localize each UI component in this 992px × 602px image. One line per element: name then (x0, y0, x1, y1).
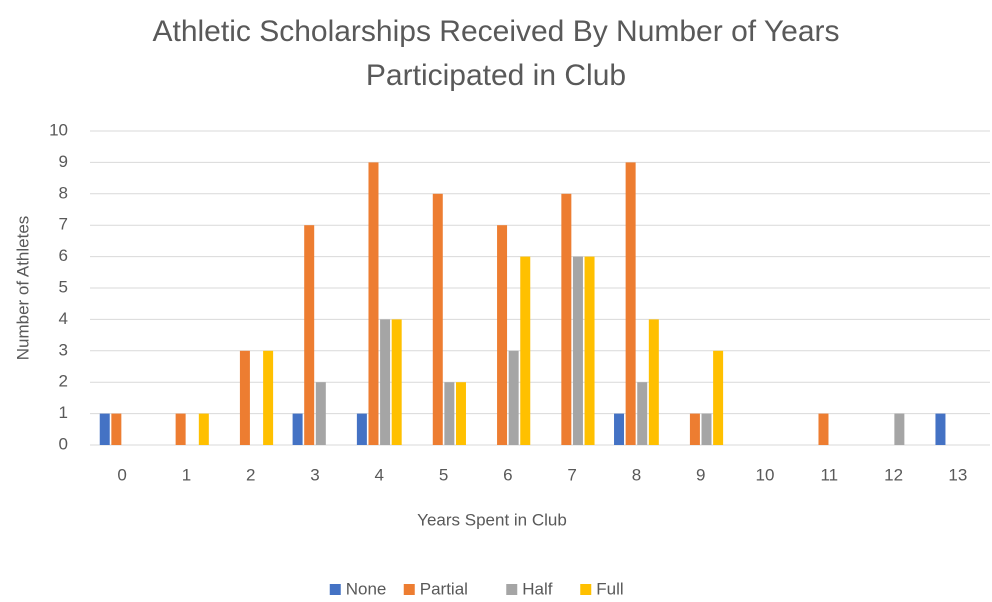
y-axis-label: Number of Athletes (13, 216, 32, 361)
bar (292, 413, 303, 445)
bar (432, 193, 443, 445)
bar (701, 413, 712, 445)
legend-label: Half (522, 579, 553, 598)
bar (561, 193, 572, 445)
bar (614, 413, 625, 445)
bar (444, 382, 455, 445)
bar (111, 413, 122, 445)
y-tick-label: 0 (59, 434, 68, 453)
legend-label: None (346, 579, 387, 598)
legend-swatch (580, 584, 592, 595)
x-tick-label: 2 (246, 465, 255, 484)
x-axis-label: Years Spent in Club (417, 510, 567, 529)
bar (584, 256, 595, 445)
bar (520, 256, 531, 445)
bar (818, 413, 829, 445)
y-tick-label: 1 (59, 403, 68, 422)
x-tick-label: 11 (820, 465, 838, 484)
x-tick-label: 1 (182, 465, 191, 484)
bar (894, 413, 905, 445)
bar (497, 225, 508, 445)
bar (99, 413, 110, 445)
y-tick-label: 8 (59, 183, 68, 202)
bar (391, 319, 402, 445)
x-tick-label: 13 (948, 465, 967, 484)
bar (263, 350, 274, 445)
y-tick-label: 3 (59, 340, 68, 359)
legend-swatch (403, 584, 415, 595)
x-tick-label: 10 (756, 465, 775, 484)
bar (175, 413, 186, 445)
bar (572, 256, 583, 445)
x-tick-label: 6 (503, 465, 512, 484)
bar (935, 413, 946, 445)
x-tick-label: 3 (310, 465, 319, 484)
chart-title: Athletic Scholarships Received By Number… (152, 15, 840, 92)
bar (713, 350, 724, 445)
x-tick-label: 9 (696, 465, 705, 484)
x-tick-label: 0 (117, 465, 126, 484)
y-tick-label: 5 (59, 277, 68, 296)
bar (648, 319, 659, 445)
y-tick-label: 6 (59, 246, 68, 265)
y-tick-label: 2 (59, 372, 68, 391)
bar (508, 350, 519, 445)
legend-swatch (329, 584, 341, 595)
x-tick-label: 7 (567, 465, 576, 484)
x-tick-label: 8 (632, 465, 641, 484)
bar (315, 382, 326, 445)
bar (380, 319, 391, 445)
bar (368, 162, 379, 445)
bar (356, 413, 367, 445)
legend-label: Full (596, 579, 623, 598)
bar (689, 413, 700, 445)
y-tick-label: 4 (59, 309, 68, 328)
x-tick-label: 12 (884, 465, 903, 484)
bar (455, 382, 466, 445)
bar (625, 162, 636, 445)
bar (637, 382, 648, 445)
legend-swatch (506, 584, 518, 595)
bar (304, 225, 315, 445)
legend-label: Partial (420, 579, 468, 598)
y-tick-label: 10 (49, 120, 68, 139)
y-tick-label: 7 (59, 215, 68, 234)
x-tick-label: 4 (375, 465, 384, 484)
bar (198, 413, 209, 445)
bar (239, 350, 250, 445)
y-tick-label: 9 (59, 152, 68, 171)
x-tick-label: 5 (439, 465, 448, 484)
